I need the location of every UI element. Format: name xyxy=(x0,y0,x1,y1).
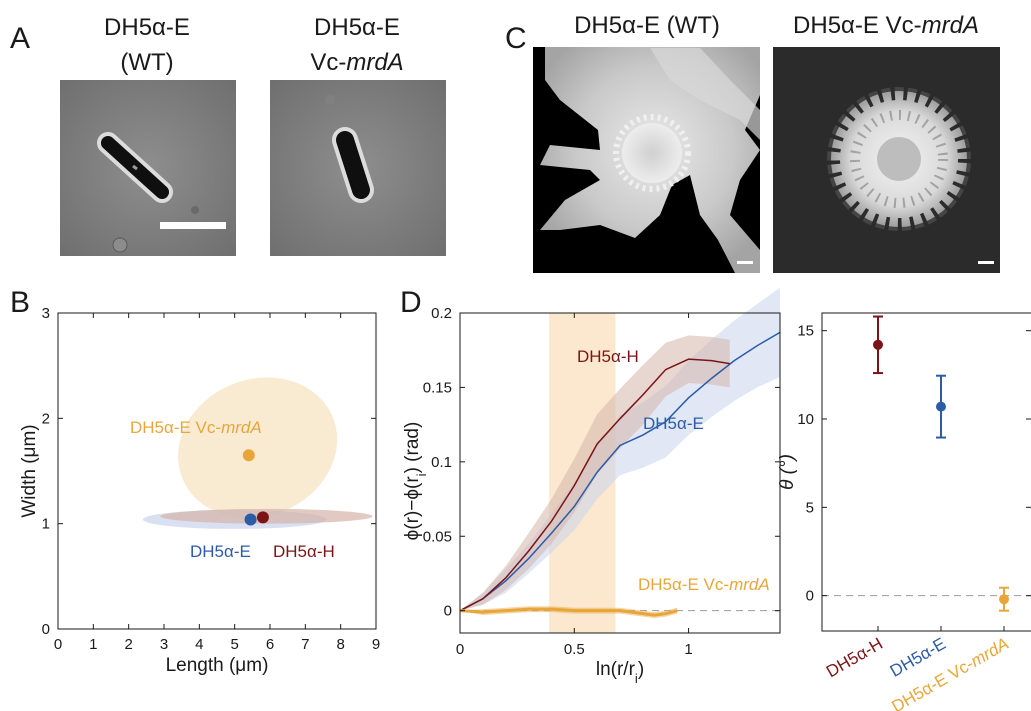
series-label-h: DH5α-H xyxy=(577,347,639,366)
y-tick-label: 0 xyxy=(42,621,50,638)
series-line-2 xyxy=(459,607,678,617)
x-tick-label: 0 xyxy=(54,636,62,653)
y-tick-label: 0.1 xyxy=(431,454,452,471)
scale-bar xyxy=(737,261,753,264)
y-axis-label: θ (°) xyxy=(777,454,798,490)
panel-label-a: A xyxy=(10,22,30,55)
x-tick-label: 3 xyxy=(160,636,168,653)
colony-wt-image xyxy=(533,47,760,273)
data-point-2 xyxy=(999,594,1009,605)
x-tick-label: 0.5 xyxy=(564,641,585,658)
chart-b: 0 1 2 3 4 5 6 7 8 9 0 1 2 3 Length (μm) Width (μm) DH5α-… xyxy=(19,305,380,676)
x-axis-label: Length (μm) xyxy=(166,655,269,676)
y-axis-label: Width (μm) xyxy=(19,424,40,517)
x-tick-label: 1 xyxy=(89,636,97,653)
panel-a-left-title-line1: DH5α-E xyxy=(104,14,190,41)
plot-frame xyxy=(821,312,1031,632)
panel-a-right-title-line2: Vc-mrdA xyxy=(310,49,403,76)
data-point-0 xyxy=(873,339,883,350)
y-tick-label: 0.2 xyxy=(431,305,452,322)
data-point-0 xyxy=(242,449,255,462)
y-tick-label: 0 xyxy=(806,588,814,605)
micrograph-wt-cell xyxy=(60,80,236,256)
x-tick-label: 7 xyxy=(301,636,309,653)
panel-a-right-title-line1: DH5α-E xyxy=(314,14,400,41)
panel-label-d: D xyxy=(400,286,422,319)
category-label-0: DH5α-H xyxy=(823,634,886,681)
y-tick-label: 1 xyxy=(42,516,50,533)
series-line-1 xyxy=(459,331,781,612)
x-tick-label: 8 xyxy=(336,636,344,653)
series-label-mrda: DH5α-E Vc-mrdA xyxy=(638,575,770,594)
y-tick-label: 5 xyxy=(806,499,814,516)
plot-frame xyxy=(57,312,377,630)
x-tick-label: 9 xyxy=(372,636,380,653)
y-tick-label: 0.05 xyxy=(423,528,452,545)
y-tick-label: 3 xyxy=(42,305,50,322)
y-tick-label: 0.15 xyxy=(423,379,452,396)
data-point-1 xyxy=(936,401,946,412)
series-line-0 xyxy=(459,358,730,612)
panel-c-left-title: DH5α-E (WT) xyxy=(574,12,720,39)
y-tick-label: 2 xyxy=(42,410,50,427)
data-point-1 xyxy=(244,513,257,526)
scale-bar xyxy=(160,222,226,229)
data-point-2 xyxy=(256,511,269,524)
error-band-1 xyxy=(460,287,780,611)
x-tick-label: 2 xyxy=(124,636,132,653)
series-label-mrda: DH5α-E Vc-mrdA xyxy=(130,418,262,437)
chart-d: 0 0.5 1 0 0.05 0.1 0.15 0.2 ln(r/ri) ϕ(r)−ϕ(ri) (… xyxy=(402,287,781,686)
y-tick-label: 15 xyxy=(797,323,814,340)
x-tick-label: 4 xyxy=(195,636,203,653)
plot-frame xyxy=(459,312,781,634)
panel-label-b: B xyxy=(10,286,30,319)
panel-c-right-title: DH5α-E Vc-mrdA xyxy=(793,12,979,39)
ellipse-0 xyxy=(178,377,338,519)
panel-a-left-title-line2: (WT) xyxy=(120,49,173,76)
micrograph-mrda-cell xyxy=(270,80,446,256)
y-tick-label: 10 xyxy=(797,411,814,428)
error-band-0 xyxy=(460,335,730,611)
panel-label-c: C xyxy=(505,22,527,55)
x-tick-label: 6 xyxy=(266,636,274,653)
y-axis-label: ϕ(r)−ϕ(ri) (rad) xyxy=(402,422,429,541)
scale-bar xyxy=(978,261,994,264)
x-tick-label: 0 xyxy=(456,641,464,658)
x-axis-label: ln(r/ri) xyxy=(596,659,644,686)
series-label-e: DH5α-E xyxy=(643,414,704,433)
y-tick-label: 0 xyxy=(444,603,452,620)
x-tick-label: 5 xyxy=(230,636,238,653)
series-label-h: DH5α-H xyxy=(273,542,335,561)
colony-mrda-image xyxy=(773,47,1000,273)
series-label-e: DH5α-E xyxy=(190,542,251,561)
x-tick-label: 1 xyxy=(684,641,692,658)
